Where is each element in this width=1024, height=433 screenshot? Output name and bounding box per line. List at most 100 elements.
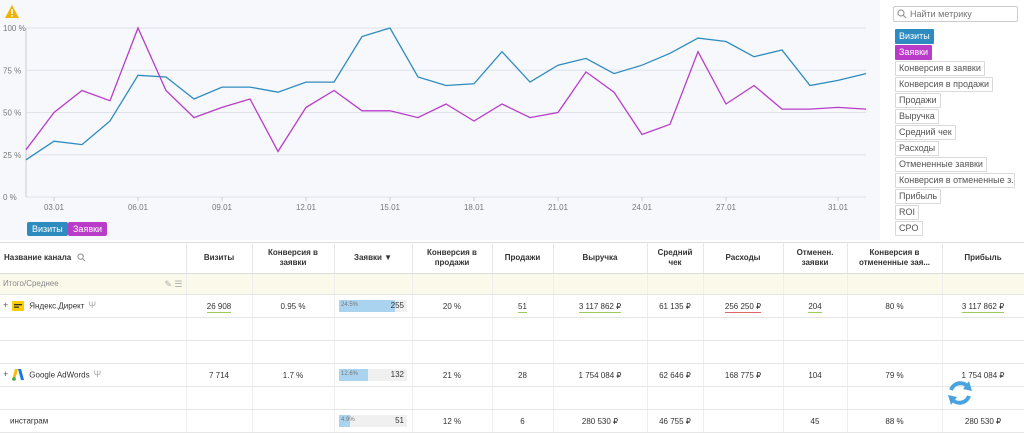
empty-cell bbox=[186, 386, 253, 410]
column-header-label: Отменен. заявки bbox=[796, 248, 834, 267]
cell-value: 21 % bbox=[442, 370, 462, 380]
cell-value: 6 bbox=[520, 416, 525, 426]
warning-icon[interactable] bbox=[5, 5, 19, 18]
cell-avg: 46 755 ₽ bbox=[647, 409, 704, 433]
column-header-label: Средний чек bbox=[657, 248, 693, 267]
metric-item[interactable]: Визиты bbox=[895, 29, 934, 44]
channel-cell[interactable]: инстаграм bbox=[0, 409, 187, 433]
legend-visits[interactable]: Визиты bbox=[27, 222, 68, 236]
x-tick-label: 15.01 bbox=[380, 203, 401, 212]
cell-costs: 168 775 ₽ bbox=[703, 363, 784, 387]
google-adwords-icon bbox=[12, 369, 25, 381]
orders-percent: 4.9% bbox=[341, 417, 355, 423]
empty-row bbox=[0, 317, 1024, 341]
cell-value: 12 % bbox=[442, 416, 462, 426]
metric-item[interactable]: Расходы bbox=[895, 141, 940, 156]
cell-conv: 1.7 % bbox=[252, 363, 335, 387]
cell-profit: 280 530 ₽ bbox=[942, 409, 1024, 433]
cell-sales: 28 bbox=[492, 363, 554, 387]
cell-profit: 3 117 862 ₽ bbox=[942, 294, 1024, 318]
channel-cell[interactable]: + Яндекс.Директ Ψ bbox=[0, 294, 187, 318]
x-tick-label: 24.01 bbox=[632, 203, 653, 212]
expand-icon[interactable]: + bbox=[3, 300, 9, 311]
cell-conv_cancel: 88 % bbox=[847, 409, 943, 433]
column-header[interactable]: Расходы bbox=[703, 242, 784, 274]
column-header[interactable]: Выручка bbox=[553, 242, 648, 274]
channel-name: Яндекс.Директ bbox=[29, 301, 85, 311]
metric-item[interactable]: Средний чек bbox=[895, 125, 956, 140]
column-header[interactable]: Конверсия в отмененные зая... bbox=[847, 242, 943, 274]
column-header[interactable]: Конверсия в продажи bbox=[412, 242, 493, 274]
y-tick-label: 50 % bbox=[3, 109, 21, 118]
totals-cell bbox=[783, 273, 848, 295]
totals-row: Итого/Среднее ✎ ☰ bbox=[0, 273, 1024, 295]
cell-value: 26 908 bbox=[206, 301, 232, 313]
totals-cell bbox=[186, 273, 253, 295]
orders-percent: 24.5% bbox=[341, 302, 359, 308]
y-tick-label: 0 % bbox=[3, 193, 17, 202]
metric-item[interactable]: Прибыль bbox=[895, 189, 942, 204]
empty-cell bbox=[252, 340, 335, 364]
x-tick-label: 18.01 bbox=[464, 203, 485, 212]
cell-cancel: 204 bbox=[783, 294, 848, 318]
column-header[interactable]: Отменен. заявки bbox=[783, 242, 848, 274]
metric-item[interactable]: Конверсия в продажи bbox=[895, 77, 994, 92]
cell-value: 46 755 ₽ bbox=[659, 416, 691, 426]
metric-item[interactable]: Выручка bbox=[895, 109, 939, 124]
empty-cell bbox=[942, 340, 1024, 364]
legend-orders[interactable]: Заявки bbox=[68, 222, 108, 236]
cell-value: 204 bbox=[808, 301, 822, 313]
expand-icon[interactable]: + bbox=[3, 369, 9, 380]
metric-item[interactable]: Конверсия в заявки bbox=[895, 61, 985, 76]
channel-cell[interactable]: + Google AdWords Ψ bbox=[0, 363, 187, 387]
empty-cell bbox=[412, 386, 493, 410]
column-header[interactable]: Прибыль bbox=[942, 242, 1024, 274]
metric-item[interactable]: Заявки bbox=[895, 45, 933, 60]
metric-item[interactable]: Продажи bbox=[895, 93, 941, 108]
cell-conv_cancel: 79 % bbox=[847, 363, 943, 387]
fork-icon[interactable]: Ψ bbox=[93, 369, 102, 380]
empty-cell bbox=[492, 317, 554, 341]
column-header-label: Расходы bbox=[725, 253, 761, 262]
column-header[interactable]: Заявки ▼ bbox=[334, 242, 413, 274]
totals-cell bbox=[703, 273, 784, 295]
metric-item[interactable]: ROI bbox=[895, 205, 920, 220]
column-header[interactable]: Визиты bbox=[186, 242, 253, 274]
totals-cell bbox=[647, 273, 704, 295]
column-header[interactable]: Конверсия в заявки bbox=[252, 242, 335, 274]
edit-icon[interactable]: ✎ ☰ bbox=[164, 278, 183, 289]
x-tick-label: 09.01 bbox=[212, 203, 233, 212]
x-tick-label: 21.01 bbox=[548, 203, 569, 212]
empty-cell bbox=[847, 317, 943, 341]
metric-search[interactable] bbox=[893, 6, 1018, 22]
fork-icon[interactable]: Ψ bbox=[88, 300, 96, 311]
cell-value: 61 135 ₽ bbox=[659, 301, 691, 311]
y-tick-label: 100 % bbox=[3, 24, 26, 33]
empty-row bbox=[0, 386, 1024, 410]
yandex-direct-icon bbox=[12, 301, 25, 311]
column-header[interactable]: Название канала bbox=[0, 242, 187, 274]
empty-cell bbox=[647, 317, 704, 341]
series-line-visits bbox=[25, 27, 867, 161]
metric-item[interactable]: Конверсия в отмененные з... bbox=[895, 173, 1015, 188]
metric-item[interactable]: CPO bbox=[895, 221, 923, 236]
refresh-icon[interactable] bbox=[946, 378, 974, 408]
cell-sales: 51 bbox=[492, 294, 554, 318]
x-tick-label: 06.01 bbox=[128, 203, 149, 212]
orders-bar-fill bbox=[339, 369, 368, 381]
table-row: + Яндекс.Директ Ψ 26 908 0.95 % 24.5% 255 20 % 5… bbox=[0, 294, 1024, 318]
totals-cell bbox=[252, 273, 335, 295]
cell-avg: 61 135 ₽ bbox=[647, 294, 704, 318]
cell-value: 3 117 862 ₽ bbox=[961, 301, 1005, 313]
cell-value: 7 714 bbox=[208, 370, 230, 380]
metric-search-input[interactable] bbox=[908, 8, 1012, 20]
cell-conv_sales: 21 % bbox=[412, 363, 493, 387]
column-header-label: Визиты bbox=[203, 253, 235, 262]
metric-item[interactable]: Отмененные заявки bbox=[895, 157, 987, 172]
column-header[interactable]: Продажи bbox=[492, 242, 554, 274]
search-icon[interactable] bbox=[77, 253, 86, 262]
orders-bar: 12.6% 132 bbox=[339, 369, 407, 381]
cell-value: 51 bbox=[518, 301, 527, 313]
column-header[interactable]: Средний чек bbox=[647, 242, 704, 274]
x-tick-label: 27.01 bbox=[716, 203, 737, 212]
